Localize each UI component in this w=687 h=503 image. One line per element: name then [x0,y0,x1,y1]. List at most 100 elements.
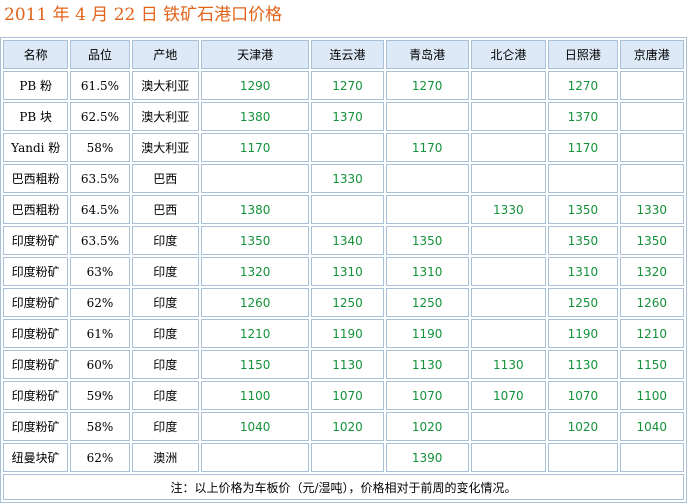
price-cell: 1270 [548,71,618,100]
price-cell: 1210 [201,319,310,348]
price-cell: 1330 [311,164,384,193]
text-cell: 59% [70,381,130,410]
price-cell: 1190 [548,319,618,348]
price-cell: 1380 [201,195,310,224]
price-cell: 1040 [201,412,310,441]
price-cell: 1020 [548,412,618,441]
header-cell: 名称 [3,40,69,69]
text-cell: 印度 [131,288,200,317]
text-cell: 印度粉矿 [3,350,69,379]
table-row: Yandi 粉 58% 澳大利亚 1170 1170 1170 [3,133,684,162]
text-cell: 巴西 [131,164,200,193]
empty-cell [470,102,547,131]
header-cell: 天津港 [201,40,310,69]
header-cell: 北仑港 [470,40,547,69]
price-cell: 1330 [619,195,684,224]
header-row: 名称 品位 产地 天津港 连云港 青岛港 北仑港 日照港 京唐港 [3,40,684,69]
empty-cell [619,71,684,100]
price-cell: 1020 [385,412,469,441]
text-cell: 印度 [131,226,200,255]
header-cell: 产地 [131,40,200,69]
price-cell: 1330 [470,195,547,224]
empty-cell [311,195,384,224]
price-cell: 1070 [548,381,618,410]
price-cell: 1350 [619,226,684,255]
price-cell: 1130 [548,350,618,379]
text-cell: 62.5% [70,102,130,131]
text-cell: 61.5% [70,71,130,100]
price-cell: 1370 [548,102,618,131]
text-cell: 印度粉矿 [3,288,69,317]
empty-cell [548,164,618,193]
text-cell: 62% [70,443,130,472]
text-cell: 印度粉矿 [3,412,69,441]
price-cell: 1260 [201,288,310,317]
empty-cell [470,443,547,472]
price-cell: 1210 [619,319,684,348]
text-cell: 澳洲 [131,443,200,472]
price-cell: 1390 [385,443,469,472]
text-cell: 巴西粗粉 [3,164,69,193]
price-cell: 1250 [311,288,384,317]
text-cell: 60% [70,350,130,379]
price-cell: 1170 [385,133,469,162]
empty-cell [201,164,310,193]
price-cell: 1350 [548,226,618,255]
price-cell: 1310 [385,257,469,286]
empty-cell [470,412,547,441]
empty-cell [385,195,469,224]
header-cell: 品位 [70,40,130,69]
text-cell: 58% [70,133,130,162]
note-row: 注：以上价格为车板价（元/湿吨），价格相对于前周的变化情况。 [3,474,684,500]
text-cell: 62% [70,288,130,317]
header-cell: 京唐港 [619,40,684,69]
empty-cell [470,319,547,348]
empty-cell [470,226,547,255]
price-cell: 1070 [470,381,547,410]
price-cell: 1070 [311,381,384,410]
text-cell: 63% [70,257,130,286]
text-cell: 澳大利亚 [131,102,200,131]
price-cell: 1350 [385,226,469,255]
text-cell: 巴西粗粉 [3,195,69,224]
empty-cell [619,443,684,472]
price-cell: 1190 [311,319,384,348]
price-cell: 1270 [311,71,384,100]
table-row: PB 粉 61.5% 澳大利亚 1290 1270 1270 1270 [3,71,684,100]
table-row: PB 块 62.5% 澳大利亚 1380 1370 1370 [3,102,684,131]
text-cell: 印度粉矿 [3,257,69,286]
empty-cell [385,102,469,131]
table-row: 巴西粗粉 64.5% 巴西 1380 1330 1350 1330 [3,195,684,224]
price-cell: 1130 [470,350,547,379]
price-cell: 1350 [201,226,310,255]
text-cell: PB 粉 [3,71,69,100]
text-cell: 印度 [131,257,200,286]
table-body: PB 粉 61.5% 澳大利亚 1290 1270 1270 1270 PB 块 62.5% 澳大… [3,71,684,500]
price-cell: 1290 [201,71,310,100]
header-cell: 连云港 [311,40,384,69]
empty-cell [619,102,684,131]
price-cell: 1170 [548,133,618,162]
table-row: 印度粉矿 62% 印度 1260 1250 1250 1250 1260 [3,288,684,317]
text-cell: 印度粉矿 [3,226,69,255]
price-table: 名称 品位 产地 天津港 连云港 青岛港 北仑港 日照港 京唐港 PB 粉 61.5% 澳大利亚 12… [0,37,687,503]
table-row: 纽曼块矿 62% 澳洲 1390 [3,443,684,472]
price-cell: 1190 [385,319,469,348]
text-cell: 巴西 [131,195,200,224]
price-cell: 1100 [619,381,684,410]
price-cell: 1070 [385,381,469,410]
table-row: 印度粉矿 63% 印度 1320 1310 1310 1310 1320 [3,257,684,286]
table-row: 印度粉矿 59% 印度 1100 1070 1070 1070 1070 1100 [3,381,684,410]
price-cell: 1320 [619,257,684,286]
price-cell: 1250 [385,288,469,317]
price-cell: 1150 [201,350,310,379]
empty-cell [470,164,547,193]
price-cell: 1040 [619,412,684,441]
table-row: 巴西粗粉 63.5% 巴西 1330 [3,164,684,193]
price-cell: 1380 [201,102,310,131]
price-cell: 1370 [311,102,384,131]
price-cell: 1100 [201,381,310,410]
text-cell: 64.5% [70,195,130,224]
table-row: 印度粉矿 61% 印度 1210 1190 1190 1190 1210 [3,319,684,348]
text-cell: 印度 [131,381,200,410]
